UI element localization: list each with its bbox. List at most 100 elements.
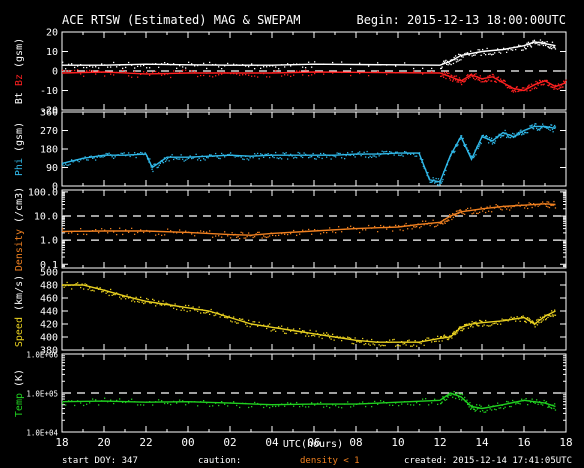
data-point-temp bbox=[455, 397, 457, 400]
data-point-density bbox=[440, 222, 442, 225]
data-point-phi bbox=[545, 126, 547, 128]
data-point-bz bbox=[551, 86, 553, 88]
data-point-phi bbox=[163, 157, 166, 159]
data-point-speed bbox=[150, 302, 152, 304]
data-point-temp bbox=[452, 396, 454, 398]
data-point-temp bbox=[482, 410, 484, 412]
data-point-speed bbox=[462, 328, 464, 330]
data-point-speed bbox=[443, 334, 446, 336]
data-point-phi bbox=[225, 154, 227, 157]
data-point-phi bbox=[132, 154, 134, 156]
data-point-speed bbox=[306, 333, 308, 335]
data-point-bt bbox=[547, 46, 549, 48]
data-point-density bbox=[212, 236, 214, 238]
data-point-density bbox=[395, 224, 397, 226]
data-point-phi bbox=[77, 160, 79, 162]
data-point-phi bbox=[321, 157, 323, 160]
data-point-temp bbox=[332, 404, 334, 406]
data-point-speed bbox=[459, 326, 461, 328]
data-point-density bbox=[440, 222, 443, 224]
data-point-bt bbox=[535, 42, 537, 44]
data-point-density bbox=[326, 232, 328, 234]
data-point-phi bbox=[308, 157, 310, 159]
data-point-density bbox=[553, 200, 555, 203]
data-point-density bbox=[448, 219, 450, 222]
data-point-bz bbox=[560, 87, 562, 89]
data-point-phi bbox=[288, 155, 290, 157]
data-point-density bbox=[443, 221, 446, 223]
data-point-speed bbox=[261, 325, 263, 327]
data-point-bt bbox=[491, 54, 493, 56]
data-point-speed bbox=[451, 337, 453, 339]
data-point-speed bbox=[284, 332, 286, 334]
data-point-bt bbox=[521, 49, 523, 51]
data-point-density bbox=[464, 213, 466, 215]
data-point-temp bbox=[449, 392, 451, 394]
data-point-bz bbox=[561, 86, 563, 88]
data-point-temp bbox=[540, 403, 542, 405]
data-point-temp bbox=[341, 407, 343, 409]
data-point-bz bbox=[485, 81, 487, 83]
data-point-bz bbox=[386, 73, 388, 76]
data-point-speed bbox=[297, 330, 299, 332]
data-point-bt bbox=[534, 42, 536, 45]
data-point-phi bbox=[302, 156, 304, 159]
data-point-temp bbox=[158, 399, 160, 401]
data-point-speed bbox=[500, 323, 502, 325]
data-point-speed bbox=[204, 312, 206, 314]
data-point-phi bbox=[501, 134, 503, 137]
data-point-density bbox=[413, 226, 415, 228]
data-point-temp bbox=[459, 393, 461, 395]
data-point-speed bbox=[191, 307, 193, 309]
data-point-density bbox=[512, 205, 514, 207]
data-point-phi bbox=[452, 150, 455, 152]
data-point-bt bbox=[444, 60, 446, 62]
data-point-phi bbox=[448, 159, 450, 161]
data-point-speed bbox=[414, 340, 416, 342]
data-point-temp bbox=[404, 401, 406, 403]
data-point-phi bbox=[160, 159, 162, 162]
data-point-bz bbox=[263, 72, 265, 75]
data-point-phi bbox=[518, 133, 521, 136]
data-point-speed bbox=[525, 321, 527, 324]
data-point-bt bbox=[74, 66, 76, 69]
data-point-temp bbox=[489, 408, 491, 410]
data-point-speed bbox=[273, 328, 275, 331]
data-point-density bbox=[305, 230, 307, 232]
data-point-bz bbox=[299, 70, 301, 72]
data-point-density bbox=[550, 204, 552, 207]
data-point-phi bbox=[451, 150, 453, 152]
data-point-bz bbox=[314, 72, 316, 75]
data-point-bz bbox=[236, 73, 238, 75]
data-point-temp bbox=[461, 394, 464, 396]
data-point-phi bbox=[428, 177, 431, 179]
data-point-phi bbox=[150, 165, 153, 167]
data-point-bt bbox=[158, 66, 160, 68]
data-point-density bbox=[515, 204, 517, 206]
data-point-temp bbox=[395, 402, 397, 404]
data-point-phi bbox=[531, 124, 533, 126]
data-point-temp bbox=[504, 406, 506, 408]
data-point-density bbox=[522, 204, 524, 206]
data-point-speed bbox=[162, 300, 164, 302]
y-axis-label-part: Bz bbox=[14, 74, 25, 92]
data-point-bz bbox=[476, 77, 478, 80]
chart-title: ACE RTSW (Estimated) MAG & SWEPAM bbox=[62, 13, 300, 27]
data-point-phi bbox=[209, 154, 211, 156]
data-point-phi bbox=[300, 155, 302, 158]
data-point-speed bbox=[477, 325, 479, 327]
data-point-speed bbox=[491, 324, 493, 326]
data-point-density bbox=[176, 232, 178, 234]
data-point-speed bbox=[128, 297, 130, 299]
data-point-phi bbox=[273, 156, 275, 159]
data-point-bt bbox=[545, 43, 548, 45]
data-point-speed bbox=[138, 301, 140, 303]
data-point-temp bbox=[368, 402, 370, 404]
data-point-speed bbox=[185, 304, 187, 307]
data-point-bt bbox=[260, 67, 262, 69]
data-point-bt bbox=[251, 63, 253, 65]
data-point-bz bbox=[164, 73, 166, 76]
data-point-density bbox=[431, 223, 433, 225]
data-point-bz bbox=[413, 70, 415, 72]
data-point-speed bbox=[249, 326, 251, 328]
